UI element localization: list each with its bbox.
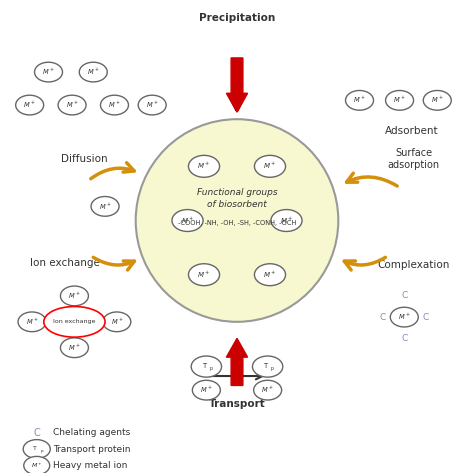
Text: $M^+$: $M^+$ xyxy=(264,270,276,280)
Text: T: T xyxy=(264,363,268,369)
Text: $M^+$: $M^+$ xyxy=(99,201,111,211)
Text: Ion exchange: Ion exchange xyxy=(30,258,100,268)
Text: T: T xyxy=(203,363,207,369)
Text: $M^+$: $M^+$ xyxy=(108,100,121,110)
Text: $M^+$: $M^+$ xyxy=(280,215,293,226)
Ellipse shape xyxy=(16,95,44,115)
Text: $M^+$: $M^+$ xyxy=(146,100,158,110)
FancyArrow shape xyxy=(227,338,247,385)
Ellipse shape xyxy=(35,62,63,82)
Text: p: p xyxy=(210,366,212,371)
Text: Ion exchange: Ion exchange xyxy=(53,319,96,324)
Text: $M^+$: $M^+$ xyxy=(398,312,410,322)
Text: $M^+$: $M^+$ xyxy=(200,385,213,395)
Text: $M^+$: $M^+$ xyxy=(23,100,36,110)
Ellipse shape xyxy=(138,95,166,115)
Ellipse shape xyxy=(23,439,50,458)
Text: Chelating agents: Chelating agents xyxy=(53,428,130,437)
Ellipse shape xyxy=(423,91,451,110)
Text: $M^+$: $M^+$ xyxy=(110,317,123,327)
Ellipse shape xyxy=(271,210,302,231)
Text: $M^+$: $M^+$ xyxy=(181,215,194,226)
Text: $M^+$: $M^+$ xyxy=(66,100,78,110)
Ellipse shape xyxy=(390,307,418,327)
Text: C: C xyxy=(422,313,428,321)
Text: Transport protein: Transport protein xyxy=(53,445,131,454)
Text: p: p xyxy=(40,449,43,453)
Text: C: C xyxy=(401,334,408,343)
Ellipse shape xyxy=(18,312,46,332)
Ellipse shape xyxy=(254,380,282,400)
Text: $M^+$: $M^+$ xyxy=(87,67,100,77)
Text: $M^+$: $M^+$ xyxy=(198,161,210,172)
Ellipse shape xyxy=(136,119,338,322)
Text: $M^+$: $M^+$ xyxy=(26,317,38,327)
Text: Transport: Transport xyxy=(209,399,265,409)
Ellipse shape xyxy=(253,356,283,377)
Ellipse shape xyxy=(24,456,50,474)
Ellipse shape xyxy=(60,286,89,306)
Text: $M^+$: $M^+$ xyxy=(198,270,210,280)
Ellipse shape xyxy=(191,356,221,377)
Ellipse shape xyxy=(346,91,374,110)
Ellipse shape xyxy=(103,312,131,332)
Ellipse shape xyxy=(91,197,119,216)
Text: $M^+$: $M^+$ xyxy=(68,343,81,353)
FancyArrow shape xyxy=(227,58,247,112)
Text: Diffusion: Diffusion xyxy=(61,154,107,164)
Text: Adsorbent: Adsorbent xyxy=(384,126,438,136)
Text: Heavy metal ion: Heavy metal ion xyxy=(53,461,128,470)
Text: -COOH, -NH, -OH, -SH, -CONH, -OCH: -COOH, -NH, -OH, -SH, -CONH, -OCH xyxy=(178,220,296,226)
Ellipse shape xyxy=(100,95,128,115)
Text: $M^+$: $M^+$ xyxy=(261,385,274,395)
Ellipse shape xyxy=(255,155,285,177)
Text: p: p xyxy=(271,366,274,371)
Ellipse shape xyxy=(44,307,105,337)
Text: $M^+$: $M^+$ xyxy=(353,95,366,106)
Text: $M^+$: $M^+$ xyxy=(393,95,406,106)
Ellipse shape xyxy=(255,264,285,286)
Text: of biosorbent: of biosorbent xyxy=(207,200,267,209)
Ellipse shape xyxy=(58,95,86,115)
Ellipse shape xyxy=(192,380,220,400)
Text: $M^+$: $M^+$ xyxy=(264,161,276,172)
Text: C: C xyxy=(33,428,40,438)
Text: Complexation: Complexation xyxy=(377,260,450,270)
Text: Precipitation: Precipitation xyxy=(199,13,275,23)
Ellipse shape xyxy=(189,264,219,286)
Text: $M^+$: $M^+$ xyxy=(42,67,55,77)
Ellipse shape xyxy=(385,91,414,110)
Ellipse shape xyxy=(60,338,89,357)
Text: $M^+$: $M^+$ xyxy=(68,291,81,301)
Text: C: C xyxy=(380,313,386,321)
Ellipse shape xyxy=(172,210,203,231)
Ellipse shape xyxy=(79,62,107,82)
Text: $M^+$: $M^+$ xyxy=(431,95,444,106)
Text: T: T xyxy=(33,446,37,451)
Text: Functional groups: Functional groups xyxy=(197,188,277,197)
Text: Surface
adsorption: Surface adsorption xyxy=(388,148,440,170)
Ellipse shape xyxy=(189,155,219,177)
Text: C: C xyxy=(401,292,408,301)
Text: $M^+$: $M^+$ xyxy=(31,461,43,470)
